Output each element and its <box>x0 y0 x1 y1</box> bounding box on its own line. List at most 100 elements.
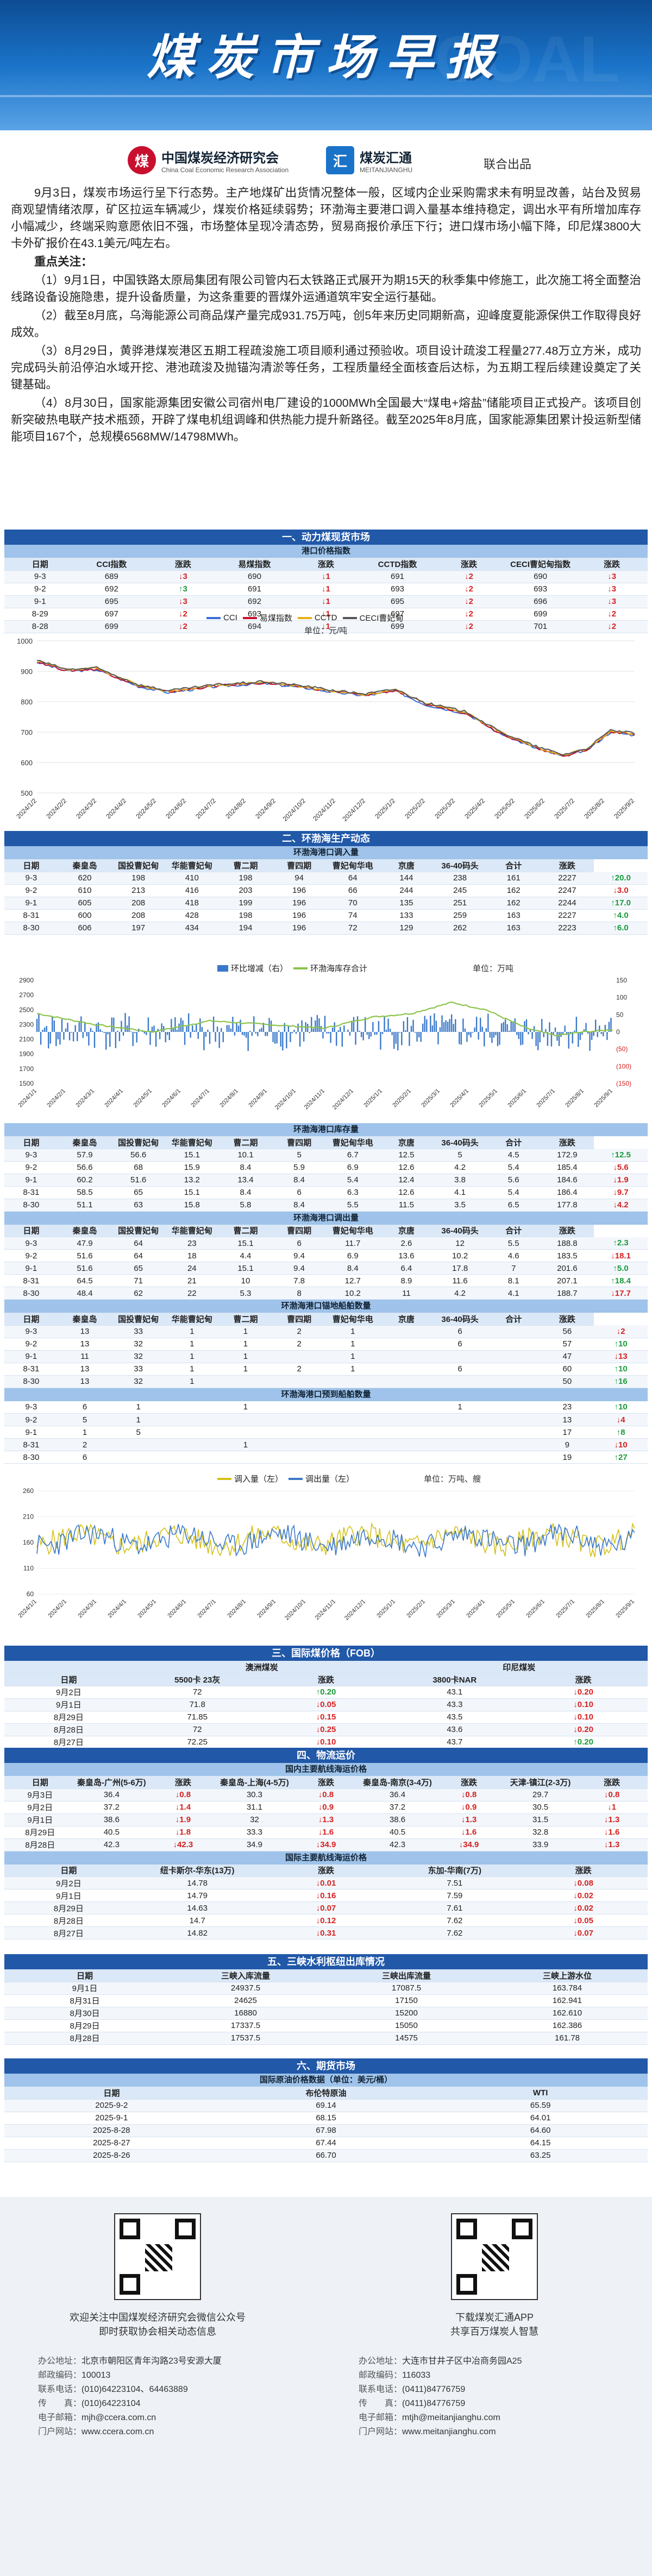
table-row: 2025-8-26 66.70 63.25 <box>4 2149 648 2162</box>
x-tick-label: 2024/3/1 <box>77 1598 98 1620</box>
column-header: 涨跌 <box>576 1776 648 1789</box>
table-row: 9月2日 37.2 ↓1.4 31.1 ↓0.9 37.2 ↓0.9 30.5 ↓1 <box>4 1801 648 1814</box>
table-cell: 43.1 <box>390 1686 519 1699</box>
x-tick-label: 2024/6/1 <box>166 1598 187 1620</box>
column-header: 曹妃甸华电 <box>325 1313 380 1326</box>
table-cell: 697 <box>76 608 148 621</box>
table-cell: 9-1 <box>4 1350 58 1363</box>
table-cell: 8-30 <box>4 922 58 935</box>
table-cell: 1 <box>165 1363 219 1376</box>
table-cell: ↑12.5 <box>594 1149 648 1162</box>
column-header: 东加-华南(7万) <box>390 1864 519 1877</box>
table-row: 9-2 610 213 416 203 196 66 244 245 162 2247 ↓3.0 <box>4 884 648 897</box>
caption-line: 下载煤炭汇通APP <box>455 2312 534 2323</box>
y2-tick-label: 0 <box>616 1028 620 1036</box>
table-cell: 4.6 <box>486 1249 541 1262</box>
column-header: 合计 <box>486 1313 541 1326</box>
table-cell: 9月1日 <box>4 1982 165 1995</box>
table-cell: 64.5 <box>58 1274 112 1287</box>
table-cell: ↓5.6 <box>594 1161 648 1174</box>
table-cell: 692 <box>218 595 291 608</box>
x-tick-label: 2024/5/1 <box>136 1598 158 1620</box>
contact-key: 邮政编码： <box>38 2371 82 2380</box>
table-row: 8-31 2 1 9 ↓10 <box>4 1438 648 1451</box>
table-cell: 64.60 <box>433 2124 648 2137</box>
table-row: 9-1 60.2 51.6 13.2 13.4 8.4 5.4 12.4 3.8 5.6 184.6… <box>4 1174 648 1187</box>
contact-value: 大连市甘井子区中冶商务园A25 <box>402 2357 522 2366</box>
table-cell: 8.4 <box>272 1199 326 1212</box>
table-cell: 162.386 <box>487 2019 648 2032</box>
x-tick-label: 2025/6/1 <box>525 1598 546 1620</box>
column-header: 36-40码头 <box>433 859 487 872</box>
table-cell: 33.3 <box>218 1826 291 1839</box>
x-tick-label: 2025/5/2 <box>493 797 516 820</box>
legend-label: CECI曹妃甸 <box>359 614 404 623</box>
column-header: CCTD指数 <box>361 558 434 571</box>
table-cell: 47 <box>540 1350 594 1363</box>
table-row: 9-2 56.6 68 15.9 8.4 5.9 6.9 12.6 4.2 5.4 185.4 ↓5.… <box>4 1161 648 1174</box>
x-tick-label: 2025/9/1 <box>593 1088 614 1109</box>
table-cell: 33.9 <box>504 1838 576 1851</box>
footer: 欢迎关注中国煤炭经济研究会微信公众号 即时获取协会相关动态信息 下载煤炭汇通AP… <box>0 2197 652 2576</box>
table-row: 2025-8-28 67.98 64.60 <box>4 2124 648 2137</box>
table-header: 澳洲煤炭 印尼煤炭 <box>4 1661 648 1674</box>
table-cell: 188.8 <box>540 1237 594 1250</box>
table-cell <box>379 1325 434 1338</box>
table-cell: 8月29日 <box>4 2019 165 2032</box>
x-tick-label: 2024/1/1 <box>17 1598 38 1620</box>
table-cell: ↑5.0 <box>594 1262 648 1275</box>
table-cell: 22 <box>165 1287 219 1300</box>
table-cell <box>379 1375 434 1388</box>
table-cell: ↓1.9 <box>147 1813 219 1826</box>
table-cell: 16880 <box>165 2007 326 2020</box>
table-cell: ↑2.3 <box>594 1237 648 1250</box>
table-cell: 5.3 <box>218 1287 273 1300</box>
table-row: 8月29日 17337.5 15050 162.386 <box>4 2019 648 2032</box>
table-cell <box>325 1401 380 1414</box>
chart2-legend: 环比增减（右） 环渤海库存合计 <box>217 962 367 974</box>
table-cell: 9-2 <box>4 1413 58 1426</box>
ccera-caption: 欢迎关注中国煤炭经济研究会微信公众号 即时获取协会相关动态信息 <box>22 2310 293 2338</box>
table-cell <box>218 1426 273 1439</box>
table-cell: 135 <box>379 897 434 910</box>
contact-row: 门户网站： www.meitanjianghu.com <box>359 2425 641 2439</box>
x-tick-label: 2024/10/1 <box>274 1088 297 1111</box>
table-cell: 201.6 <box>540 1262 594 1275</box>
table-cell <box>486 1363 541 1376</box>
y-tick-label: 900 <box>21 667 33 676</box>
table-cell <box>433 1350 487 1363</box>
table-header: 日期 5500卡 23灰 涨跌 3800卡NAR 涨跌 <box>4 1673 648 1686</box>
table-cell: ↓0.02 <box>519 1889 648 1902</box>
table-cell: ↓2 <box>433 595 505 608</box>
table-cell: 8.4 <box>272 1174 326 1187</box>
mtjh-qr-code[interactable] <box>451 2213 538 2300</box>
table-cell: 64 <box>111 1249 165 1262</box>
table-cell: 699 <box>504 608 576 621</box>
column-header: WTI <box>433 2087 648 2100</box>
y2-tick-label: 150 <box>616 977 627 984</box>
table-cell: 13.4 <box>218 1174 273 1187</box>
column-header: 涨跌 <box>147 558 219 571</box>
table-header: 日期 秦皇岛 国投曹妃甸 华能曹妃甸 曹二期 曹四期 曹妃甸华电 京唐 36-40码头 合计 涨跌 <box>4 859 648 872</box>
table-cell: 33 <box>111 1363 165 1376</box>
table-cell: ↑20.0 <box>594 872 648 885</box>
y2-tick-label: (150) <box>616 1080 631 1087</box>
table-cell: 31.5 <box>504 1813 576 1826</box>
legend-label: 环比增减（右） <box>231 964 289 973</box>
table-cell: 177.8 <box>540 1199 594 1212</box>
table-cell: 2 <box>272 1338 326 1351</box>
table-cell: 162 <box>486 897 541 910</box>
table-cell: 2025-9-2 <box>4 2099 219 2112</box>
table-cell: 1 <box>325 1363 380 1376</box>
table-cell: 8月28日 <box>4 1723 133 1736</box>
table-cell: 163 <box>486 922 541 935</box>
table-cell <box>433 1451 487 1464</box>
ccera-qr-code[interactable] <box>114 2213 201 2300</box>
column-header: 曹四期 <box>272 1136 326 1149</box>
table-cell: 66.70 <box>218 2149 434 2162</box>
x-tick-label: 2025/4/2 <box>463 797 486 820</box>
table-row: 9-3 13 33 1 1 2 1 6 56 ↓2 <box>4 1325 648 1338</box>
table-cell: 6.7 <box>325 1149 380 1162</box>
table-cell: 2 <box>272 1325 326 1338</box>
table-header: 日期 CCI指数 涨跌 易煤指数 涨跌 CCTD指数 涨跌 CECI曹妃甸指数 涨跌 <box>4 558 648 571</box>
